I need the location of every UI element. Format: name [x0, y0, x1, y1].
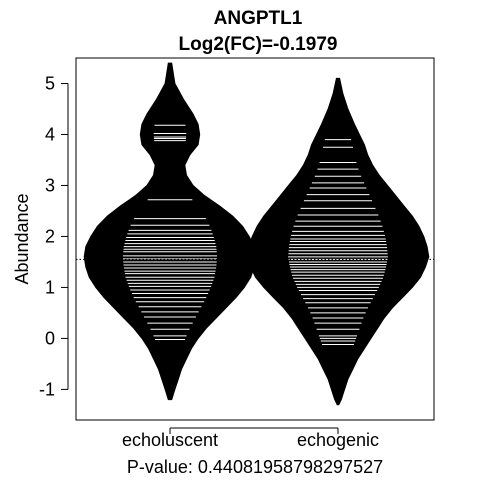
plot-frame	[75, 57, 435, 421]
y-tick-label: 4	[45, 124, 55, 144]
x-tick-label: echogenic	[297, 430, 379, 450]
y-tick-label: -1	[39, 379, 55, 399]
x-axis: echoluscent echogenic	[122, 427, 379, 450]
chart-subtitle: Log2(FC)=-0.1979	[179, 34, 338, 55]
y-axis-label: Abundance	[12, 193, 32, 284]
y-tick-label: 1	[45, 277, 55, 297]
x-axis-label: P-value: 0.44081958798297527	[127, 457, 383, 477]
plot-area	[76, 62, 434, 406]
bean-echogenic	[246, 77, 430, 406]
bean-echoluscent	[83, 62, 257, 401]
y-tick-label: 2	[45, 226, 55, 246]
y-axis: -1 0 1 2 3 4 5 echoluscent echogenic	[39, 73, 379, 450]
chart-title: ANGPTL1	[214, 8, 303, 29]
y-tick-label: 0	[45, 328, 55, 348]
y-tick-label: 3	[45, 175, 55, 195]
bean-shape	[83, 62, 257, 401]
y-tick-label: 5	[45, 73, 55, 93]
x-tick-label: echoluscent	[122, 430, 218, 450]
